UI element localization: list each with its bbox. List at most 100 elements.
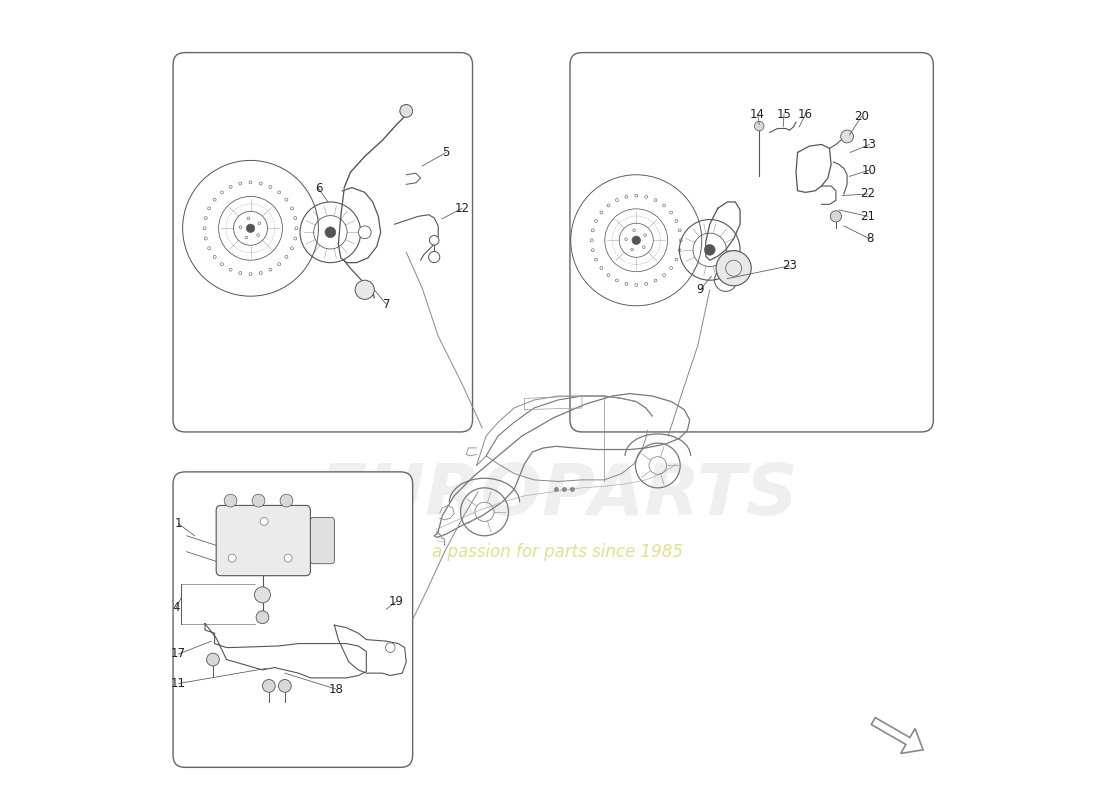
Circle shape: [208, 207, 211, 210]
Circle shape: [355, 280, 374, 299]
Circle shape: [554, 487, 559, 492]
Circle shape: [285, 198, 288, 201]
Circle shape: [285, 255, 288, 258]
Circle shape: [662, 204, 665, 207]
Text: 22: 22: [860, 187, 876, 201]
Circle shape: [260, 518, 268, 526]
Circle shape: [290, 207, 294, 210]
Circle shape: [208, 246, 211, 250]
Text: 18: 18: [329, 682, 343, 695]
Text: 23: 23: [782, 259, 797, 272]
FancyBboxPatch shape: [310, 518, 334, 564]
Circle shape: [204, 227, 206, 230]
Circle shape: [607, 204, 609, 207]
Circle shape: [268, 268, 272, 271]
FancyBboxPatch shape: [570, 53, 933, 432]
Circle shape: [679, 229, 681, 232]
Circle shape: [295, 227, 298, 230]
Circle shape: [229, 186, 232, 189]
Circle shape: [239, 182, 242, 185]
Circle shape: [278, 679, 292, 692]
Circle shape: [280, 494, 293, 507]
Circle shape: [205, 217, 207, 219]
Circle shape: [256, 611, 268, 624]
Circle shape: [830, 210, 842, 222]
Circle shape: [205, 237, 207, 240]
Text: 6: 6: [315, 182, 322, 195]
Circle shape: [249, 181, 252, 184]
Circle shape: [248, 217, 250, 220]
FancyBboxPatch shape: [217, 506, 310, 576]
Circle shape: [632, 229, 636, 231]
Circle shape: [246, 224, 255, 233]
Text: 4: 4: [173, 601, 180, 614]
Circle shape: [284, 554, 292, 562]
Circle shape: [570, 487, 575, 492]
Text: 7: 7: [383, 298, 390, 310]
Circle shape: [359, 226, 371, 238]
Circle shape: [254, 587, 271, 603]
Circle shape: [239, 271, 242, 274]
Text: 20: 20: [854, 110, 869, 123]
Circle shape: [277, 191, 280, 194]
Circle shape: [429, 235, 439, 245]
Circle shape: [229, 268, 232, 271]
Circle shape: [239, 226, 242, 229]
Text: 14: 14: [750, 107, 766, 121]
Circle shape: [260, 182, 262, 185]
Text: 16: 16: [799, 107, 813, 121]
Circle shape: [755, 122, 764, 131]
Text: a passion for parts since 1985: a passion for parts since 1985: [432, 542, 683, 561]
Circle shape: [213, 255, 216, 258]
Text: 17: 17: [172, 647, 186, 661]
Circle shape: [654, 198, 657, 202]
Text: 21: 21: [860, 210, 876, 223]
Circle shape: [220, 191, 223, 194]
Circle shape: [260, 271, 262, 274]
Circle shape: [670, 211, 672, 214]
FancyBboxPatch shape: [173, 472, 412, 767]
Circle shape: [679, 249, 681, 252]
Circle shape: [680, 239, 682, 242]
FancyBboxPatch shape: [173, 53, 473, 432]
Text: 5: 5: [442, 146, 450, 159]
Circle shape: [600, 266, 603, 270]
Circle shape: [635, 194, 638, 197]
Circle shape: [645, 282, 648, 285]
Circle shape: [249, 273, 252, 276]
Circle shape: [400, 105, 412, 118]
Circle shape: [245, 236, 248, 239]
Circle shape: [256, 234, 260, 237]
Circle shape: [645, 195, 648, 198]
Circle shape: [670, 266, 672, 270]
Circle shape: [600, 211, 603, 214]
Text: 10: 10: [862, 163, 877, 177]
Circle shape: [607, 274, 609, 277]
Circle shape: [616, 198, 618, 202]
Circle shape: [625, 195, 628, 198]
Circle shape: [630, 248, 634, 251]
Text: EUROPARTS: EUROPARTS: [318, 462, 799, 530]
Circle shape: [385, 642, 395, 652]
Circle shape: [635, 283, 638, 286]
Circle shape: [224, 494, 236, 507]
Circle shape: [592, 229, 594, 232]
Circle shape: [268, 186, 272, 189]
Circle shape: [662, 274, 665, 277]
Circle shape: [294, 217, 297, 219]
Circle shape: [625, 238, 627, 241]
Circle shape: [644, 234, 647, 237]
Text: 12: 12: [454, 202, 470, 215]
Circle shape: [675, 219, 678, 222]
Text: 1: 1: [175, 518, 183, 530]
Circle shape: [207, 653, 219, 666]
Circle shape: [252, 494, 265, 507]
Circle shape: [716, 250, 751, 286]
Text: 15: 15: [777, 107, 791, 121]
Circle shape: [675, 258, 678, 261]
Text: 9: 9: [696, 283, 704, 296]
Circle shape: [595, 219, 597, 222]
Circle shape: [228, 554, 236, 562]
Circle shape: [277, 262, 280, 266]
Circle shape: [429, 251, 440, 262]
